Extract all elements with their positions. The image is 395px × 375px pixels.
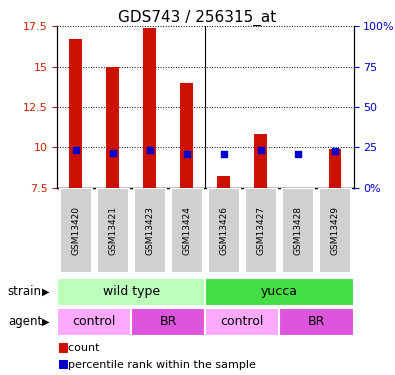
Text: GSM13423: GSM13423 xyxy=(145,206,154,255)
Text: wild type: wild type xyxy=(103,285,160,298)
Point xyxy=(110,150,116,156)
Point xyxy=(73,147,79,153)
Text: control: control xyxy=(73,315,116,328)
Text: BR: BR xyxy=(308,315,325,328)
Text: GSM13427: GSM13427 xyxy=(256,206,265,255)
Text: yucca: yucca xyxy=(261,285,298,298)
Text: GSM13424: GSM13424 xyxy=(182,206,192,255)
Point xyxy=(295,152,301,157)
Text: ▶: ▶ xyxy=(42,287,49,297)
Text: agent: agent xyxy=(8,315,42,328)
Text: GSM13429: GSM13429 xyxy=(331,206,340,255)
Point xyxy=(184,151,190,157)
Point xyxy=(221,152,227,157)
Bar xyxy=(69,39,82,188)
Bar xyxy=(131,308,205,336)
Bar xyxy=(60,188,92,273)
Bar xyxy=(171,188,203,273)
Point xyxy=(258,147,264,153)
Bar xyxy=(208,188,240,273)
Text: GSM13428: GSM13428 xyxy=(293,206,303,255)
Bar xyxy=(205,278,354,306)
Bar xyxy=(245,188,277,273)
Point xyxy=(332,148,338,154)
Bar xyxy=(143,28,156,188)
Bar xyxy=(181,83,194,188)
Text: ▶: ▶ xyxy=(42,317,49,327)
Bar xyxy=(106,67,119,188)
Bar xyxy=(205,308,280,336)
Text: control: control xyxy=(221,315,264,328)
Bar xyxy=(57,278,205,306)
Bar xyxy=(282,188,314,273)
Bar xyxy=(134,188,166,273)
Bar xyxy=(280,308,354,336)
Bar xyxy=(319,188,351,273)
Bar xyxy=(254,134,267,188)
Bar xyxy=(217,176,230,188)
Text: strain: strain xyxy=(8,285,42,298)
Bar xyxy=(57,308,131,336)
Bar xyxy=(97,188,129,273)
Text: count: count xyxy=(61,343,100,353)
Text: GDS743 / 256315_at: GDS743 / 256315_at xyxy=(118,9,276,26)
Text: GSM13420: GSM13420 xyxy=(71,206,80,255)
Point xyxy=(147,147,153,153)
Text: GSM13421: GSM13421 xyxy=(108,206,117,255)
Text: BR: BR xyxy=(160,315,177,328)
Text: GSM13426: GSM13426 xyxy=(219,206,228,255)
Bar xyxy=(329,149,342,188)
Text: percentile rank within the sample: percentile rank within the sample xyxy=(61,360,256,370)
